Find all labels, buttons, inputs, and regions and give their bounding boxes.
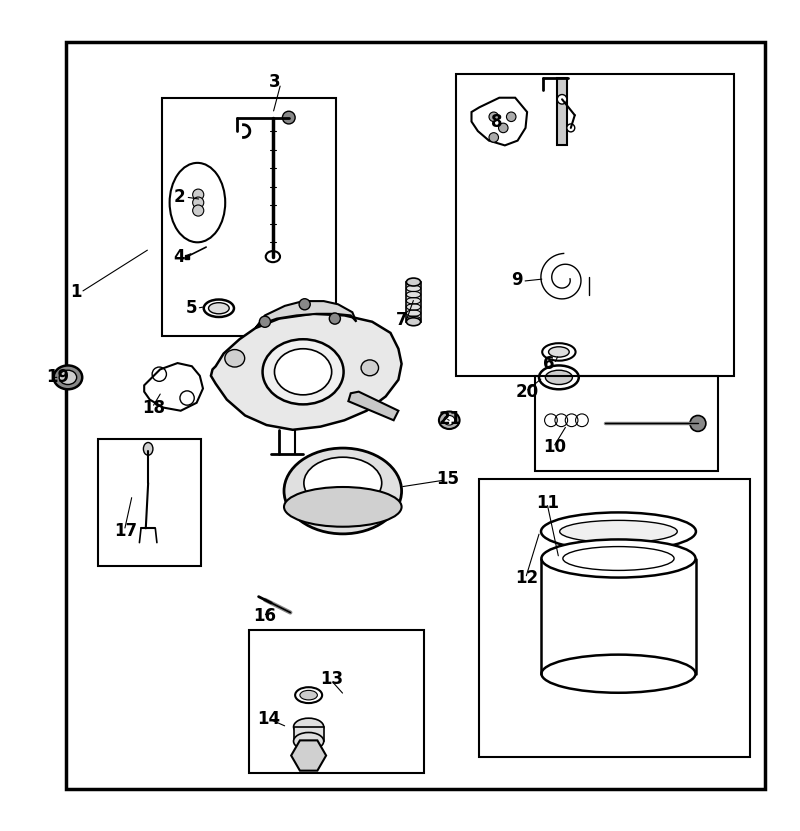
Text: 5: 5 — [186, 299, 197, 317]
Circle shape — [489, 133, 498, 142]
Text: 19: 19 — [46, 368, 70, 386]
Text: 12: 12 — [515, 569, 538, 588]
Text: 3: 3 — [269, 73, 281, 91]
Ellipse shape — [539, 366, 578, 389]
Ellipse shape — [143, 443, 153, 455]
Bar — [294, 727, 324, 741]
Ellipse shape — [304, 457, 382, 509]
Bar — [558, 78, 567, 145]
Text: 4: 4 — [174, 248, 186, 266]
Ellipse shape — [444, 416, 455, 425]
Circle shape — [330, 313, 341, 324]
Ellipse shape — [209, 302, 229, 314]
Polygon shape — [471, 98, 527, 145]
Text: 20: 20 — [515, 382, 538, 401]
Text: 1: 1 — [70, 283, 82, 302]
Circle shape — [193, 205, 204, 216]
Ellipse shape — [406, 317, 421, 326]
Ellipse shape — [406, 278, 421, 286]
Ellipse shape — [170, 163, 226, 243]
Ellipse shape — [274, 349, 332, 395]
Circle shape — [282, 111, 295, 124]
Bar — [98, 440, 202, 567]
Bar — [542, 558, 695, 674]
Bar — [479, 479, 750, 757]
Ellipse shape — [542, 343, 575, 361]
Circle shape — [506, 112, 516, 121]
Ellipse shape — [262, 339, 343, 405]
Text: 15: 15 — [436, 470, 458, 488]
Bar — [66, 42, 766, 789]
Text: 21: 21 — [438, 411, 462, 429]
Text: 11: 11 — [537, 494, 560, 512]
Circle shape — [259, 316, 270, 327]
Text: 10: 10 — [543, 438, 566, 456]
Text: 17: 17 — [114, 522, 137, 539]
Ellipse shape — [284, 448, 402, 534]
Circle shape — [558, 95, 567, 104]
Ellipse shape — [542, 539, 695, 578]
Polygon shape — [211, 314, 402, 430]
Ellipse shape — [361, 360, 378, 376]
Ellipse shape — [225, 350, 245, 367]
Ellipse shape — [300, 691, 318, 700]
Ellipse shape — [295, 687, 322, 703]
Text: 6: 6 — [543, 355, 554, 373]
Circle shape — [690, 416, 706, 431]
Bar — [456, 74, 734, 376]
Ellipse shape — [546, 371, 572, 385]
Text: 7: 7 — [396, 311, 408, 329]
Polygon shape — [348, 391, 398, 420]
Ellipse shape — [560, 520, 678, 543]
Ellipse shape — [542, 655, 695, 693]
Ellipse shape — [284, 487, 402, 527]
Text: 18: 18 — [142, 399, 165, 416]
Text: 14: 14 — [257, 710, 280, 728]
Ellipse shape — [294, 732, 324, 750]
Ellipse shape — [439, 411, 459, 429]
Polygon shape — [144, 363, 203, 411]
Text: 13: 13 — [321, 671, 344, 688]
Text: 8: 8 — [491, 112, 503, 130]
Circle shape — [498, 123, 508, 133]
Circle shape — [193, 197, 204, 208]
Bar — [249, 630, 424, 773]
Text: 9: 9 — [511, 272, 523, 289]
Ellipse shape — [204, 299, 234, 317]
Ellipse shape — [294, 718, 324, 735]
Ellipse shape — [266, 251, 280, 262]
Circle shape — [193, 189, 204, 200]
Bar — [535, 376, 718, 471]
Bar — [162, 98, 337, 336]
Text: 16: 16 — [253, 607, 276, 625]
Ellipse shape — [59, 371, 77, 385]
Text: 2: 2 — [174, 188, 186, 206]
Bar — [406, 282, 421, 322]
Ellipse shape — [541, 513, 696, 551]
Ellipse shape — [549, 347, 570, 357]
Circle shape — [489, 112, 498, 121]
Circle shape — [567, 124, 574, 132]
Circle shape — [299, 298, 310, 310]
Ellipse shape — [54, 366, 82, 389]
Polygon shape — [255, 301, 356, 328]
